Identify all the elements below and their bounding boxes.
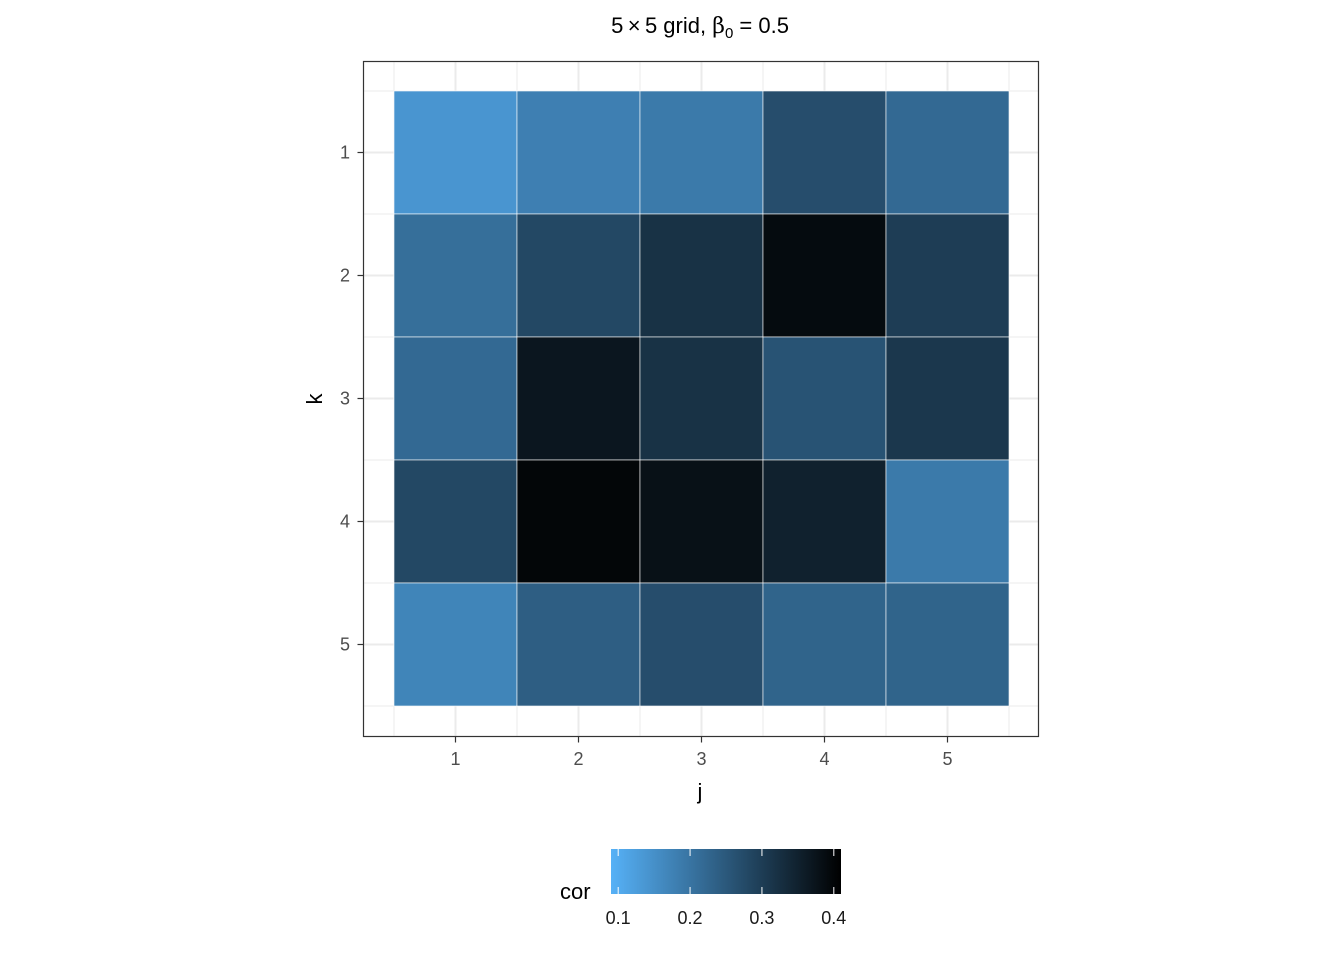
x-axis-title: j — [697, 779, 703, 804]
y-tick-label: 3 — [340, 389, 350, 409]
x-tick-label: 4 — [819, 749, 829, 769]
heatmap-cell — [516, 459, 641, 584]
legend-tick-label: 0.3 — [749, 908, 774, 928]
heatmap-cell — [393, 213, 518, 338]
y-tick-label: 5 — [340, 635, 350, 655]
heatmap-tiles — [393, 90, 1010, 707]
x-tick-label: 1 — [450, 749, 460, 769]
heatmap-cell — [639, 213, 764, 338]
heatmap-cell — [393, 90, 518, 215]
heatmap-cell — [393, 459, 518, 584]
chart-title: 5 × 5 grid, β0 = 0.5 — [611, 13, 789, 42]
x-axis: 1 2 3 4 5 — [450, 736, 953, 769]
heatmap-cell — [639, 90, 764, 215]
heatmap-cell — [516, 213, 641, 338]
legend-tick-label: 0.4 — [821, 908, 846, 928]
title-post: = 0.5 — [733, 13, 789, 38]
heatmap-cell — [639, 582, 764, 707]
x-tick-label: 3 — [696, 749, 706, 769]
heatmap-cell — [885, 336, 1010, 461]
x-tick-label: 5 — [942, 749, 952, 769]
title-beta: β — [712, 14, 725, 39]
heatmap-cell — [639, 336, 764, 461]
title-pre: 5 × 5 grid, — [611, 13, 712, 38]
heatmap-cell — [762, 582, 887, 707]
x-tick-label: 2 — [573, 749, 583, 769]
y-axis-title: k — [302, 393, 327, 405]
heatmap-cell — [516, 336, 641, 461]
legend-colorbar — [611, 849, 841, 894]
y-tick-label: 1 — [340, 143, 350, 163]
heatmap-cell — [393, 582, 518, 707]
heatmap-cell — [885, 213, 1010, 338]
heatmap-cell — [885, 90, 1010, 215]
heatmap-cell — [762, 90, 887, 215]
heatmap-cell — [393, 336, 518, 461]
legend-tick-label: 0.1 — [606, 908, 631, 928]
legend-title: cor — [560, 879, 591, 904]
heatmap-cell — [639, 459, 764, 584]
heatmap-cell — [762, 213, 887, 338]
y-tick-label: 2 — [340, 266, 350, 286]
heatmap-cell — [516, 582, 641, 707]
title-subscript: 0 — [725, 25, 733, 42]
legend-tick-label: 0.2 — [678, 908, 703, 928]
y-axis: 1 2 3 4 5 — [340, 143, 364, 655]
legend-ticks: 0.1 0.2 0.3 0.4 — [606, 849, 846, 928]
y-tick-label: 4 — [340, 512, 350, 532]
heatmap-cell — [762, 459, 887, 584]
heatmap-cell — [516, 90, 641, 215]
heatmap-cell — [885, 459, 1010, 584]
heatmap-cell — [885, 582, 1010, 707]
heatmap-cell — [762, 336, 887, 461]
legend: cor 0.1 0.2 0.3 0.4 — [560, 849, 846, 928]
